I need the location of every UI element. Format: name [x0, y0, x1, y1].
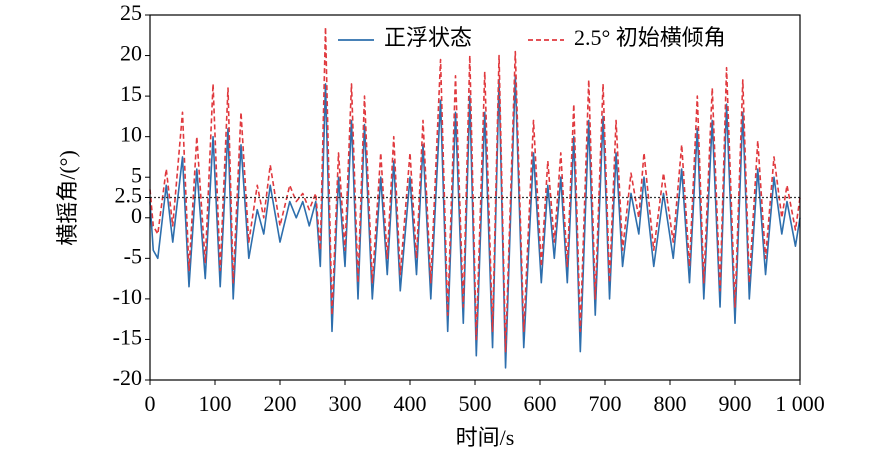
y-tick-label: 25 — [120, 0, 142, 25]
y-tick-label: 2.5 — [115, 183, 143, 208]
x-tick-label: 500 — [459, 391, 492, 416]
y-tick-label: 10 — [120, 122, 142, 147]
y-tick-label: -20 — [113, 365, 142, 390]
y-tick-label: -5 — [124, 243, 142, 268]
x-tick-label: 300 — [329, 391, 362, 416]
x-tick-label: 800 — [654, 391, 687, 416]
x-tick-label: 100 — [199, 391, 232, 416]
x-tick-label: 600 — [524, 391, 557, 416]
x-tick-label: 700 — [589, 391, 622, 416]
legend-label: 2.5° 初始横倾角 — [574, 25, 726, 50]
data-line — [149, 26, 801, 353]
x-tick-label: 400 — [394, 391, 427, 416]
plot-frame — [149, 14, 801, 381]
y-tick-label: 5 — [131, 162, 142, 187]
x-tick-label: 200 — [264, 391, 297, 416]
x-axis-label: 时间/s — [456, 425, 515, 450]
x-tick-label: 900 — [719, 391, 752, 416]
y-tick-label: 15 — [120, 81, 142, 106]
y-tick-label: -15 — [113, 324, 142, 349]
y-tick-label: 0 — [131, 203, 142, 228]
y-tick-label: 20 — [120, 41, 142, 66]
y-axis-label: 横摇角/(°) — [55, 150, 80, 246]
y-tick-label: -10 — [113, 284, 142, 309]
legend-label: 正浮状态 — [384, 25, 472, 50]
x-tick-label: 0 — [145, 391, 156, 416]
x-tick-label: 1 000 — [775, 391, 825, 416]
